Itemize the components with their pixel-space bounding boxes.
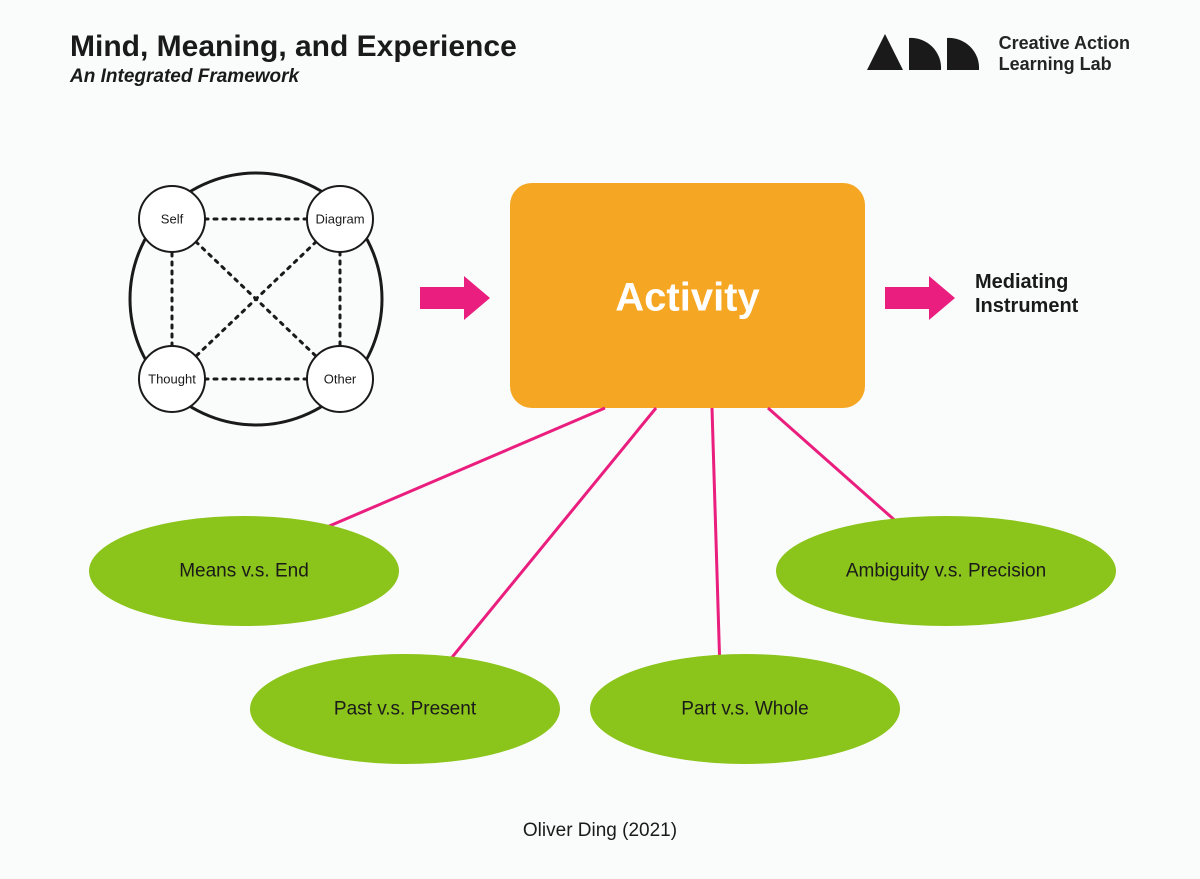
mediating-line2: Instrument — [975, 295, 1079, 317]
connector-line-3 — [768, 408, 908, 532]
node-other — [307, 346, 373, 412]
connector-line-2 — [712, 408, 720, 672]
node-diagram — [307, 186, 373, 252]
activity-label: Activity — [615, 276, 760, 320]
attribution: Oliver Ding (2021) — [0, 820, 1200, 842]
call-logo-icon — [825, 30, 985, 78]
node-label-self: Self — [161, 212, 184, 227]
activity-box — [510, 183, 865, 408]
framework-circle — [130, 173, 382, 425]
brand-text: Creative Action Learning Lab — [999, 33, 1130, 74]
connector-line-0 — [306, 408, 605, 536]
ellipse-ambiguity — [776, 516, 1116, 626]
diagram-stage: Self Diagram Thought Other Activity Mediating… — [0, 0, 1200, 879]
dotted-edge — [196, 242, 316, 356]
ellipse-label-past-present: Past v.s. Present — [334, 699, 477, 720]
attribution-text: Oliver Ding (2021) — [523, 820, 677, 841]
page-title: Mind, Meaning, and Experience — [70, 30, 517, 64]
node-label-other: Other — [324, 372, 357, 387]
brand-logo: Creative Action Learning Lab — [825, 30, 1130, 78]
header: Mind, Meaning, and Experience An Integra… — [70, 30, 1130, 88]
mediating-line1: Mediating — [975, 271, 1068, 293]
ellipse-past-present — [250, 654, 560, 764]
ellipse-label-ambiguity: Ambiguity v.s. Precision — [846, 561, 1046, 582]
ellipse-label-part-whole: Part v.s. Whole — [681, 699, 808, 720]
ellipse-part-whole — [590, 654, 900, 764]
ellipse-means-end — [89, 516, 399, 626]
node-label-thought: Thought — [148, 372, 196, 387]
brand-line-2: Learning Lab — [999, 54, 1130, 75]
page-subtitle: An Integrated Framework — [70, 66, 517, 88]
connector-line-1 — [440, 408, 656, 672]
arrow-left — [420, 276, 490, 320]
brand-line-1: Creative Action — [999, 33, 1130, 54]
node-self — [139, 186, 205, 252]
title-block: Mind, Meaning, and Experience An Integra… — [70, 30, 517, 88]
ellipse-label-means-end: Means v.s. End — [179, 561, 309, 582]
node-thought — [139, 346, 205, 412]
dotted-edge — [196, 242, 316, 356]
arrow-right — [885, 276, 955, 320]
node-label-diagram: Diagram — [315, 212, 364, 227]
